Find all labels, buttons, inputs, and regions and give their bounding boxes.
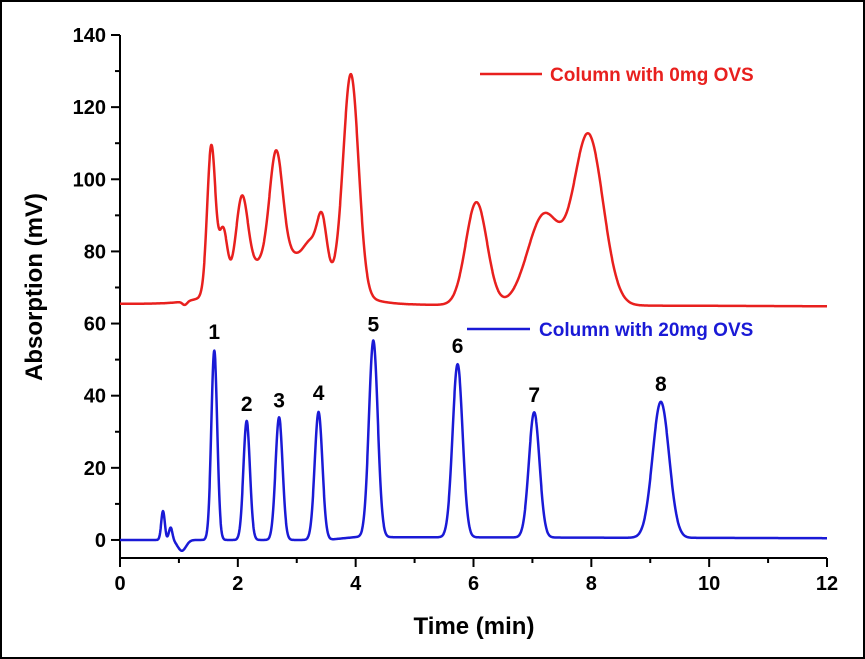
peak-label: 2: [241, 393, 253, 416]
peak-label: 6: [452, 335, 464, 358]
series-line-1: [119, 339, 828, 553]
peak-label: 4: [313, 382, 325, 405]
peak-label: 8: [655, 373, 667, 396]
legend-item: Column with 20mg OVS: [467, 320, 753, 341]
peak-label: 5: [367, 314, 379, 337]
y-axis-label: Absorption (mV): [21, 193, 48, 381]
y-tick-label: 60: [84, 314, 106, 336]
x-axis-label: Time (min): [414, 613, 535, 640]
y-tick-label: 80: [84, 241, 106, 263]
x-tick-label: 10: [698, 573, 720, 595]
series-line-0: [119, 72, 828, 308]
y-tick-label: 100: [73, 169, 106, 191]
y-tick-label: 140: [73, 25, 106, 47]
x-tick-label: 4: [350, 573, 362, 595]
x-tick-label: 2: [232, 573, 243, 595]
y-tick-label: 40: [84, 386, 106, 408]
x-tick-label: 6: [468, 573, 479, 595]
peak-label: 1: [208, 321, 220, 344]
y-tick-label: 20: [84, 458, 106, 480]
x-tick-label: 12: [816, 573, 838, 595]
legend-label: Column with 0mg OVS: [550, 65, 754, 86]
y-tick-label: 120: [73, 97, 106, 119]
x-tick-label: 8: [586, 573, 597, 595]
legend-item: Column with 0mg OVS: [480, 65, 754, 86]
peak-label: 7: [528, 384, 540, 407]
peak-label: 3: [273, 389, 285, 412]
y-tick-label: 0: [95, 530, 106, 552]
x-tick-label: 0: [114, 573, 125, 595]
legend: Column with 0mg OVS Column with 20mg OVS: [467, 65, 754, 341]
legend-label: Column with 20mg OVS: [539, 320, 753, 341]
curves: [119, 72, 828, 553]
